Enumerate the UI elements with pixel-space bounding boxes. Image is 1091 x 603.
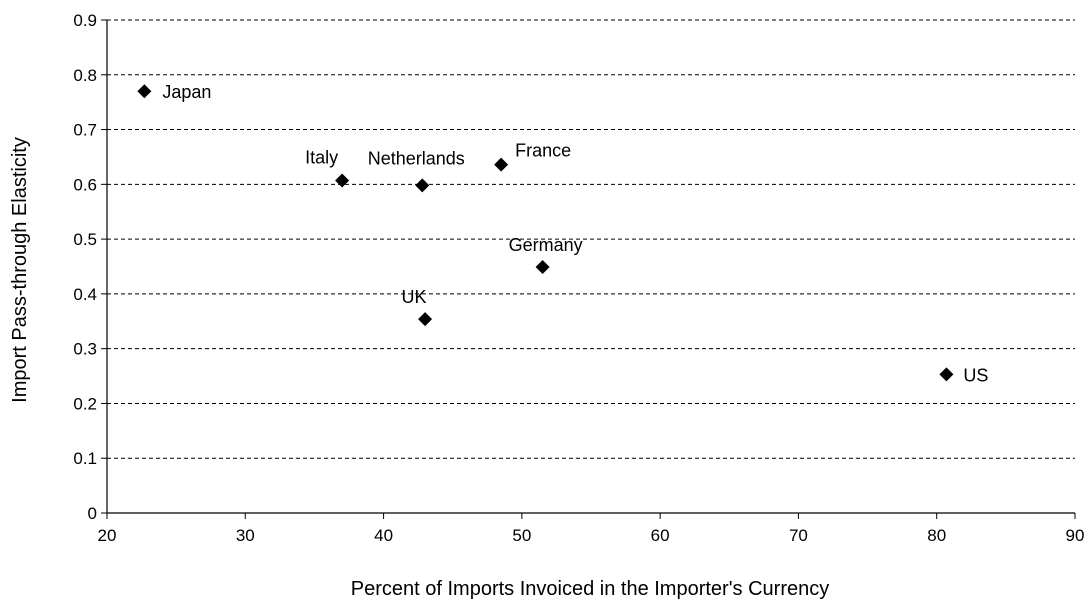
y-tick-label: 0.1	[73, 449, 97, 468]
x-tick-label: 30	[236, 526, 255, 545]
data-point	[335, 173, 350, 188]
data-label: Italy	[305, 147, 338, 167]
data-point	[418, 312, 433, 327]
y-tick-label: 0.8	[73, 66, 97, 85]
data-point	[137, 84, 152, 99]
data-point	[535, 260, 550, 275]
data-label: UK	[402, 287, 427, 307]
data-point	[415, 178, 430, 193]
y-tick-label: 0	[88, 504, 97, 523]
y-axis-title: Import Pass-through Elasticity	[9, 137, 31, 403]
x-tick-label: 20	[98, 526, 117, 545]
gridlines	[107, 19, 1075, 459]
data-points	[137, 84, 954, 382]
axes	[101, 19, 1076, 519]
y-tick-label: 0.4	[73, 285, 97, 304]
data-label: Japan	[162, 82, 211, 102]
data-labels: Japan Italy Netherlands France Germany UK US	[162, 82, 988, 385]
y-tick-label: 0.2	[73, 394, 97, 413]
x-tick-label: 60	[651, 526, 670, 545]
y-tick-label: 0.5	[73, 230, 97, 249]
x-tick-label: 80	[927, 526, 946, 545]
data-label: Netherlands	[368, 148, 465, 168]
data-label: US	[963, 365, 988, 385]
y-tick-label: 0.7	[73, 121, 97, 140]
x-tick-label: 50	[512, 526, 531, 545]
x-axis-title: Percent of Imports Invoiced in the Impor…	[351, 578, 829, 600]
y-tick-label: 0.3	[73, 340, 97, 359]
data-point	[494, 157, 509, 172]
y-tick-label: 0.9	[73, 11, 97, 30]
data-label: Germany	[509, 235, 583, 255]
data-label: France	[515, 141, 571, 161]
y-tick-label: 0.6	[73, 175, 97, 194]
x-tick-labels: 20 30 40 50 60 70 80 90	[98, 526, 1085, 545]
x-tick-label: 70	[789, 526, 808, 545]
y-tick-labels: 0 0.1 0.2 0.3 0.4 0.5 0.6 0.7 0.8 0.9	[73, 11, 97, 523]
x-tick-label: 90	[1066, 526, 1085, 545]
data-point	[939, 367, 954, 382]
x-tick-label: 40	[374, 526, 393, 545]
